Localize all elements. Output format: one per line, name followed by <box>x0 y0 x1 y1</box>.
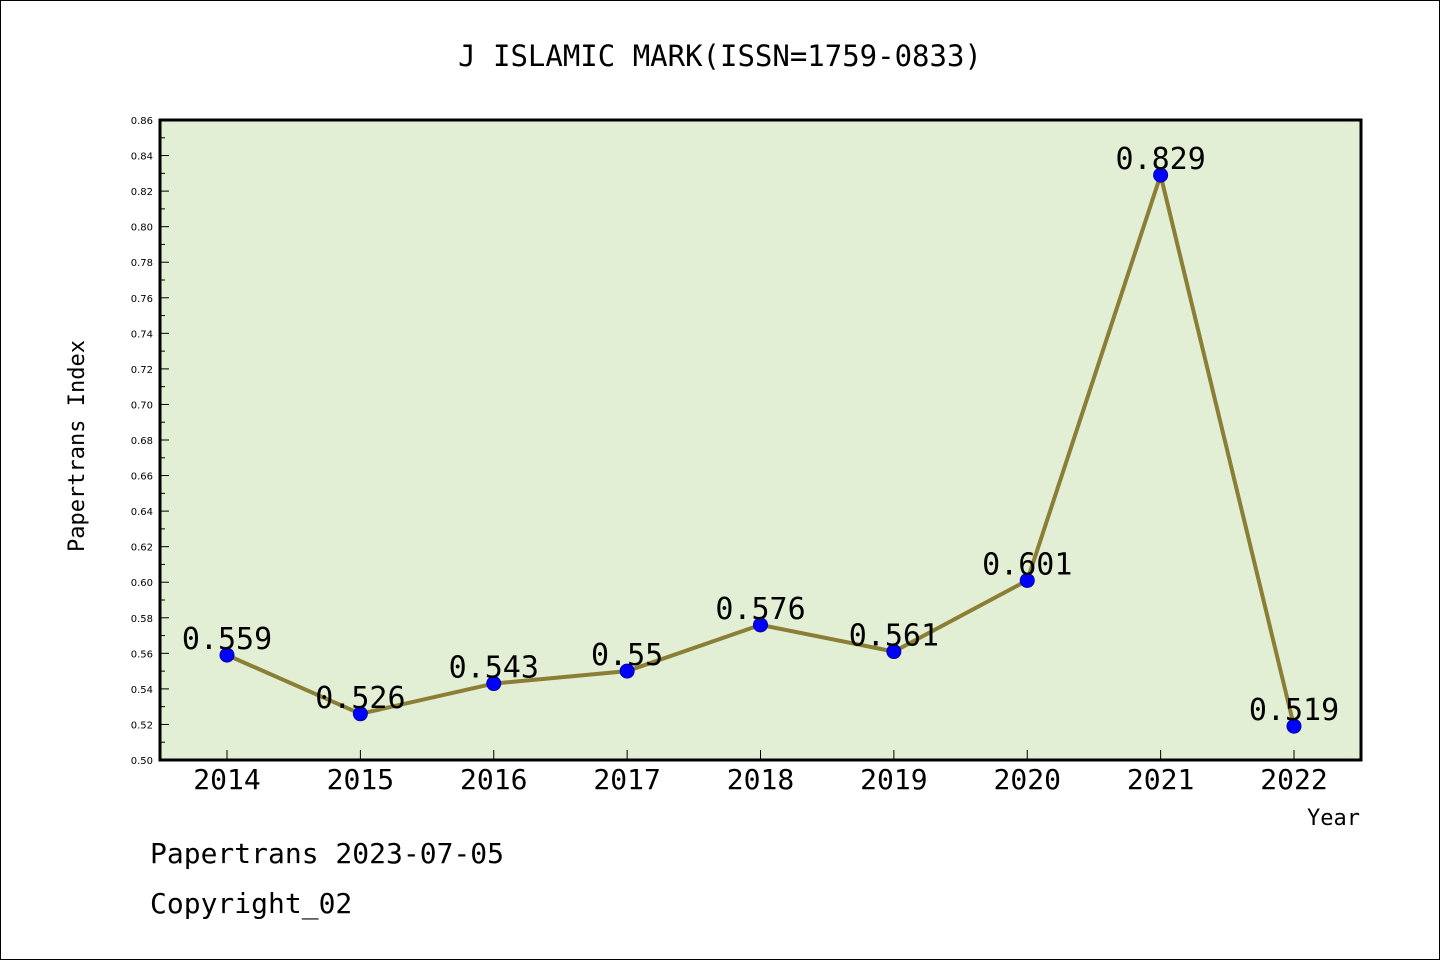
y-tick-label: 0.54 <box>131 685 153 696</box>
x-tick-label: 2019 <box>860 763 927 796</box>
x-tick-label: 2021 <box>1127 763 1194 796</box>
chart-title: J ISLAMIC MARK(ISSN=1759-0833) <box>458 39 982 73</box>
data-point <box>1286 718 1302 734</box>
x-tick-label: 2017 <box>593 763 660 796</box>
y-tick-label: 0.86 <box>131 116 153 127</box>
series-markers <box>219 167 1302 734</box>
y-tick-label: 0.76 <box>131 294 153 305</box>
x-tick-label: 2018 <box>727 763 794 796</box>
data-labels: 0.559 0.526 0.543 0.55 0.576 0.561 0.601 0.829 0… <box>182 142 1339 728</box>
data-label: 0.543 <box>449 651 539 686</box>
data-label: 0.829 <box>1115 142 1205 177</box>
x-tick-label: 2016 <box>460 763 527 796</box>
data-point <box>1153 167 1169 183</box>
y-tick-label: 0.70 <box>131 400 153 411</box>
y-tick-label: 0.74 <box>131 329 153 340</box>
x-tick-label: 2022 <box>1260 763 1327 796</box>
y-tick-label: 0.50 <box>131 756 153 767</box>
data-point <box>486 676 502 692</box>
x-tick-label: 2015 <box>327 763 394 796</box>
x-axis-label: Year <box>1307 806 1360 831</box>
x-tick-label: 2020 <box>994 763 1061 796</box>
data-label: 0.519 <box>1249 693 1339 728</box>
y-tick-label: 0.58 <box>131 614 153 625</box>
data-label: 0.561 <box>849 619 939 654</box>
data-point <box>1019 572 1035 588</box>
y-tick-label: 0.82 <box>131 187 153 198</box>
data-label: 0.55 <box>591 638 663 673</box>
data-point <box>219 647 235 663</box>
y-tick-label: 0.64 <box>131 507 153 518</box>
data-label: 0.559 <box>182 622 272 657</box>
y-tick-label: 0.62 <box>131 543 153 554</box>
footer-date: Papertrans 2023-07-05 <box>150 837 504 870</box>
x-tick-label: 2014 <box>193 763 260 796</box>
y-tick-label: 0.80 <box>131 223 153 234</box>
y-tick-label: 0.52 <box>131 720 153 731</box>
data-label: 0.576 <box>715 592 805 627</box>
y-tick-label: 0.84 <box>131 152 153 163</box>
data-label: 0.526 <box>315 681 405 716</box>
data-point <box>753 617 768 633</box>
x-axis-ticks: 2014 2015 2016 2017 2018 2019 2020 2021 2022 <box>193 750 1328 796</box>
y-tick-label: 0.56 <box>131 649 153 660</box>
data-label: 0.601 <box>982 547 1072 582</box>
y-tick-label: 0.66 <box>131 472 153 483</box>
y-axis-ticks: 0.50 0.52 0.54 0.56 0.58 0.60 0.62 0.64 0.66 0.68… <box>131 116 169 767</box>
y-tick-label: 0.72 <box>131 365 153 376</box>
plot-area <box>160 120 1361 760</box>
y-tick-label: 0.68 <box>131 436 153 447</box>
data-point <box>886 644 902 660</box>
y-tick-label: 0.78 <box>131 258 153 269</box>
y-tick-label: 0.60 <box>131 578 153 589</box>
y-axis-label: Papertrans Index <box>65 340 90 552</box>
data-point <box>619 663 635 679</box>
footer-copyright: Copyright_02 <box>150 887 352 921</box>
data-point <box>352 706 368 722</box>
plot-frame <box>158 118 1363 762</box>
